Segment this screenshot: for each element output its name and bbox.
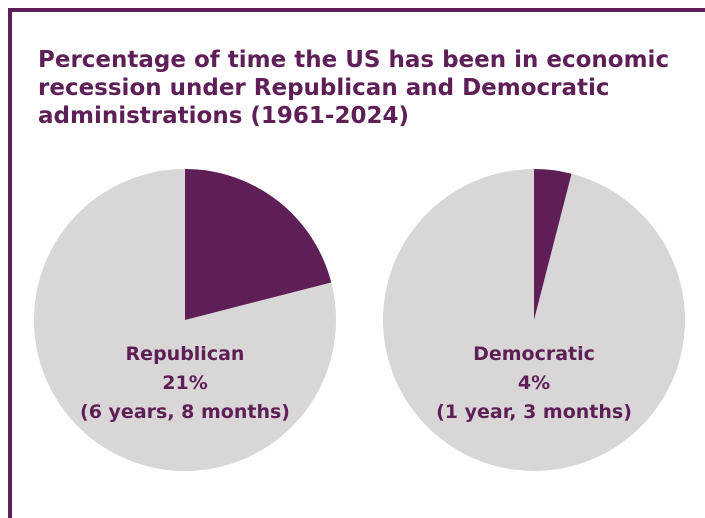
democratic-recession-slice (534, 168, 572, 320)
democratic-duration: (1 year, 3 months) (436, 401, 632, 423)
republican-duration: (6 years, 8 months) (80, 401, 290, 423)
republican-recession-slice (185, 169, 332, 320)
chart-title-line-2: recession under Republican and Democrati… (38, 75, 610, 101)
democratic-pie: Democratic 4% (1 year, 3 months) (383, 168, 686, 472)
republican-remainder-slice (34, 169, 337, 471)
republican-pie: Republican 21% (6 years, 8 months) (34, 169, 337, 471)
republican-label: Republican (126, 343, 245, 365)
democratic-percent: 4% (518, 372, 550, 394)
republican-percent: 21% (162, 372, 207, 394)
chart-frame (8, 8, 705, 518)
democratic-label: Democratic (473, 343, 595, 365)
democratic-remainder-slice (383, 169, 686, 472)
chart-title-line-3: administrations (1961-2024) (38, 103, 409, 129)
chart-title-line-1: Percentage of time the US has been in ec… (38, 47, 670, 73)
chart-title: Percentage of time the US has been in ec… (38, 46, 678, 130)
